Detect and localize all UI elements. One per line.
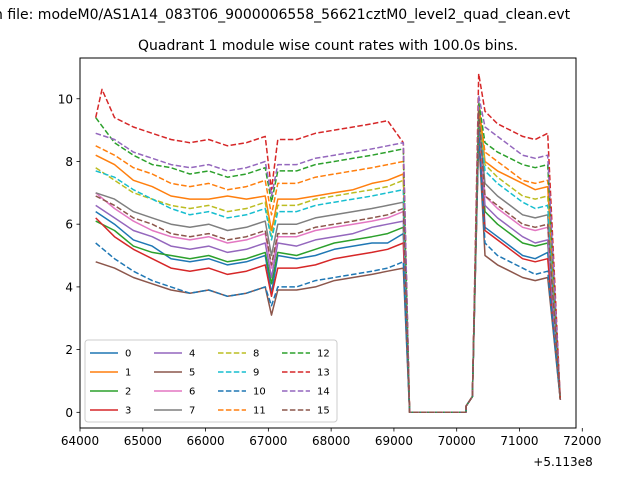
legend-label-15: 15 (317, 406, 330, 417)
legend-label-2: 2 (125, 387, 131, 398)
y-tick-label: 2 (65, 343, 73, 357)
x-tick-label: 72000 (563, 434, 601, 448)
series-line-3 (95, 129, 562, 414)
y-tick-label: 0 (65, 406, 73, 420)
series-line-0 (95, 110, 562, 414)
legend-label-6: 6 (189, 387, 195, 398)
x-tick-label: 69000 (375, 434, 413, 448)
series-line-15 (95, 110, 562, 414)
x-tick-label: 65000 (124, 434, 162, 448)
plot-frame (79, 57, 577, 429)
series-line-7 (95, 116, 562, 414)
series-line-12 (95, 101, 562, 414)
y-tick-label: 6 (65, 218, 73, 232)
legend-label-9: 9 (253, 368, 259, 379)
legend-label-7: 7 (189, 406, 195, 417)
legend-label-13: 13 (317, 368, 330, 379)
x-offset-label: +5.113e8 (533, 455, 592, 469)
x-tick-label: 64000 (61, 434, 99, 448)
series-line-1 (95, 101, 562, 414)
figure-suptitle: n file: modeM0/AS1A14_083T06_9000006558_… (0, 7, 571, 23)
series-line-14 (95, 94, 562, 414)
legend-label-3: 3 (125, 406, 131, 417)
series-line-2 (95, 123, 562, 414)
legend-box (84, 339, 338, 423)
y-axis: 0 2 4 6 8 10 (58, 92, 80, 420)
x-tick-label: 68000 (312, 434, 350, 448)
series-line-8 (95, 110, 562, 414)
series-line-10 (95, 129, 562, 414)
legend-label-4: 4 (189, 349, 195, 360)
legend-label-8: 8 (253, 349, 259, 360)
x-axis: 64000 65000 66000 67000 68000 69000 70000 71000… (61, 428, 601, 448)
series-line-4 (95, 113, 562, 414)
legend-label-12: 12 (317, 349, 330, 360)
legend-label-14: 14 (317, 387, 330, 398)
series-line-11 (95, 107, 562, 414)
x-tick-label: 66000 (186, 434, 224, 448)
legend-label-11: 11 (253, 406, 266, 417)
legend-label-10: 10 (253, 387, 266, 398)
legend-label-5: 5 (189, 368, 195, 379)
series-line-6 (95, 119, 562, 414)
x-tick-label: 71000 (500, 434, 538, 448)
series-line-9 (95, 116, 562, 414)
series-layer (94, 72, 562, 414)
legend-label-1: 1 (125, 368, 131, 379)
y-tick-label: 10 (58, 92, 73, 106)
x-tick-label: 70000 (438, 434, 476, 448)
x-tick-label: 67000 (249, 434, 287, 448)
series-line-13 (94, 72, 562, 414)
y-tick-label: 8 (65, 155, 73, 169)
chart-title: Quadrant 1 module wise count rates with … (138, 38, 518, 54)
legend-label-0: 0 (125, 349, 131, 360)
y-tick-label: 4 (65, 280, 73, 294)
